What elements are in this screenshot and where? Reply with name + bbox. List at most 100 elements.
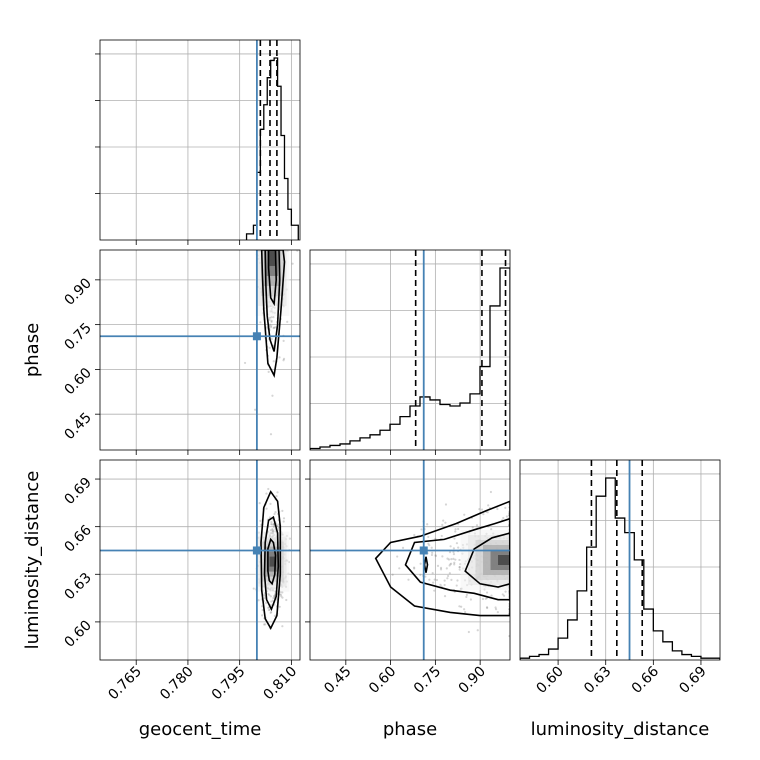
sample-point: [277, 526, 280, 530]
sample-point: [268, 346, 271, 349]
sample-point: [458, 568, 461, 571]
sample-point: [450, 578, 453, 581]
sample-point: [456, 579, 459, 582]
sample-point: [274, 511, 277, 514]
sample-point: [508, 634, 510, 638]
sample-point: [453, 537, 456, 540]
sample-point: [465, 595, 468, 599]
sample-point: [261, 605, 264, 608]
x-axis-label-geocent_time: geocent_time: [139, 719, 262, 740]
sample-point: [398, 567, 401, 570]
histogram-geocent_time: [245, 57, 299, 240]
joint-panel-geocent_time-phase: [100, 250, 300, 450]
sample-point: [270, 319, 273, 322]
sample-point: [401, 546, 405, 549]
sample-point: [426, 523, 429, 526]
sample-point: [439, 568, 443, 571]
sample-point: [270, 320, 273, 323]
sample-point: [296, 250, 299, 252]
y-tick-label-phase: 0.75: [61, 320, 94, 353]
sample-point: [457, 546, 460, 549]
sample-point: [264, 601, 268, 604]
sample-point: [279, 593, 282, 596]
sample-point: [449, 562, 453, 565]
sample-point: [431, 551, 434, 554]
sample-point: [268, 318, 271, 321]
y-tick-label-luminosity_distance: 0.63: [61, 570, 94, 603]
sample-point: [257, 599, 260, 602]
sample-point: [434, 554, 437, 558]
x-axis-label-phase: phase: [383, 719, 437, 740]
contour-level-1: [264, 250, 281, 352]
sample-point: [453, 563, 456, 566]
sample-point: [448, 564, 451, 567]
sample-point: [430, 546, 433, 549]
y-axis-label-phase: phase: [22, 323, 43, 377]
sample-point: [281, 509, 284, 513]
y-tick-label-phase: 0.45: [61, 410, 94, 443]
sample-point: [439, 566, 443, 569]
sample-point: [454, 558, 457, 561]
sample-point: [449, 563, 452, 566]
sample-point: [494, 606, 497, 609]
x-tick-label-geocent_time: 0.810: [261, 664, 301, 704]
sample-point: [267, 608, 270, 612]
sample-point: [269, 529, 272, 532]
sample-point: [270, 316, 273, 319]
x-tick-label-luminosity_distance: 0.63: [581, 664, 614, 697]
y-tick-label-phase: 0.60: [61, 365, 94, 398]
sample-point: [476, 629, 479, 632]
sample-point: [282, 520, 285, 523]
sample-point: [494, 608, 498, 611]
contour-level-0: [374, 500, 510, 617]
sample-point: [471, 526, 474, 529]
sample-point: [263, 592, 266, 595]
y-tick-label-luminosity_distance: 0.60: [61, 617, 94, 650]
sample-point: [427, 535, 430, 539]
sample-point: [430, 553, 434, 557]
sample-point: [504, 590, 507, 593]
sample-point: [441, 523, 444, 526]
sample-point: [271, 599, 274, 602]
sample-point: [264, 623, 267, 626]
x-tick-label-geocent_time: 0.765: [105, 664, 145, 704]
sample-point: [496, 507, 499, 511]
sample-point: [253, 408, 257, 411]
histogram-phase: [310, 267, 510, 450]
sample-point: [502, 594, 506, 597]
sample-point: [265, 492, 268, 495]
contour-level-2: [267, 537, 277, 586]
sample-point: [272, 326, 275, 330]
histogram-luminosity_distance: [520, 477, 720, 660]
sample-point: [259, 519, 262, 522]
x-tick-label-phase: 0.45: [321, 664, 354, 697]
sample-point: [465, 593, 468, 597]
sample-point: [391, 573, 394, 576]
sample-point: [268, 316, 271, 319]
contour-level-0: [260, 490, 282, 631]
sample-point: [431, 571, 434, 575]
sample-point: [291, 262, 294, 265]
sample-point: [444, 503, 448, 506]
joint-panel-geocent_time-luminosity_distance: [100, 460, 300, 660]
sample-point: [269, 433, 273, 436]
sample-point: [412, 566, 416, 569]
sample-point: [481, 597, 485, 601]
sample-point: [271, 523, 274, 526]
contour-level-2: [464, 532, 510, 588]
sample-point: [453, 561, 456, 564]
y-axis-label-luminosity_distance: luminosity_distance: [22, 471, 43, 650]
sample-point: [282, 517, 286, 520]
sample-point: [272, 316, 275, 319]
sample-point: [443, 595, 447, 598]
sample-point: [419, 573, 422, 576]
sample-point: [270, 520, 273, 524]
sample-point: [413, 533, 416, 537]
sample-point: [443, 583, 446, 587]
contour-level-3: [423, 556, 429, 573]
sample-point: [441, 555, 444, 558]
sample-point: [273, 594, 276, 598]
sample-point: [449, 545, 452, 548]
sample-point: [482, 513, 485, 516]
sample-point: [485, 591, 489, 594]
